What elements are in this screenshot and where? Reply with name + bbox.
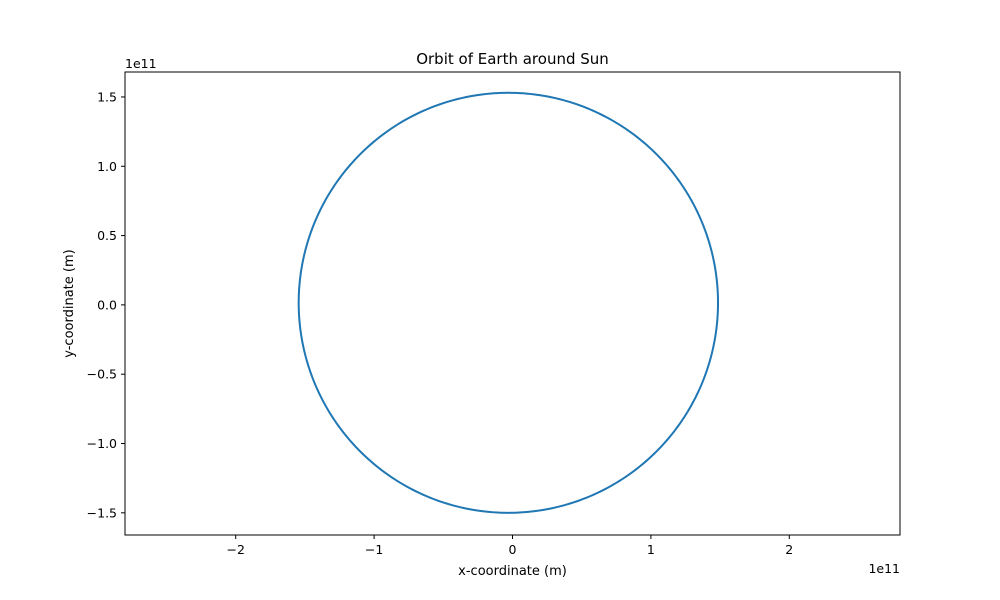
chart-title: Orbit of Earth around Sun: [416, 50, 609, 68]
y-axis-ticks: −1.5 −1.0 −0.5 0.0 0.5 1.0 1.5: [87, 89, 125, 520]
x-tick-label: 1: [647, 542, 655, 557]
y-tick-label: 0.5: [97, 228, 117, 243]
x-tick-label: −2: [226, 542, 244, 557]
y-tick-label: −1.0: [87, 436, 117, 451]
plot-area-frame: [124, 71, 901, 536]
y-tick-label: −0.5: [87, 367, 117, 382]
x-tick-label: −1: [365, 542, 383, 557]
x-axis-offset-label: 1e11: [868, 561, 900, 576]
y-tick-label: 0.0: [97, 297, 117, 312]
y-tick-label: 1.0: [97, 159, 117, 174]
series-layer: [297, 91, 720, 514]
x-tick-label: 0: [509, 542, 517, 557]
x-axis-label: x-coordinate (m): [458, 564, 567, 579]
x-axis-ticks: −2 −1 0 1 2: [226, 535, 793, 557]
y-tick-label: 1.5: [97, 89, 117, 104]
y-axis-offset-label: 1e11: [125, 56, 157, 71]
orbit-line: [297, 91, 720, 514]
x-tick-label: 2: [785, 542, 793, 557]
y-axis-label: y-coordinate (m): [62, 249, 77, 357]
y-tick-label: −1.5: [87, 505, 117, 520]
